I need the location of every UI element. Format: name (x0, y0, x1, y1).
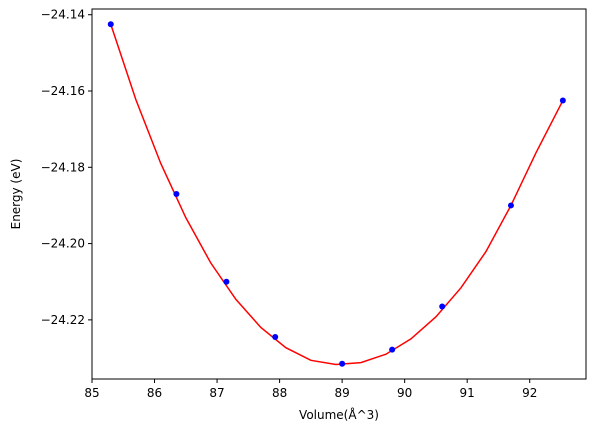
data-point (559, 97, 566, 104)
data-point (107, 21, 114, 28)
y-axis-label: Energy (eV) (9, 159, 23, 230)
x-axis-label: Volume(Å^3) (299, 407, 379, 422)
y-tick-label: −24.20 (41, 237, 85, 251)
x-tick-label: 88 (272, 386, 287, 400)
data-point (173, 191, 180, 197)
y-tick-label: −24.14 (41, 8, 85, 22)
x-tick-label: 89 (334, 386, 349, 400)
y-axis: −24.14 −24.16 −24.18 −24.20 −24.22 (41, 8, 92, 327)
x-tick-label: 87 (209, 386, 224, 400)
y-tick-label: −24.16 (41, 84, 85, 98)
data-point (223, 278, 230, 285)
data-point (439, 303, 446, 310)
data-point (507, 202, 514, 209)
fit-curve (110, 24, 564, 366)
x-tick-label: 86 (147, 386, 162, 400)
data-point (339, 360, 346, 367)
x-tick-label: 90 (397, 386, 412, 400)
x-axis: 85 86 87 88 89 90 91 92 (84, 379, 537, 400)
plot-frame (91, 8, 587, 380)
x-tick-label: 85 (84, 386, 99, 400)
y-tick-label: −24.18 (41, 160, 85, 174)
x-tick-label: 91 (460, 386, 475, 400)
data-point (272, 334, 279, 341)
plot-area (107, 21, 566, 367)
y-tick-label: −24.22 (41, 313, 85, 327)
data-point (389, 346, 396, 353)
x-tick-label: 92 (522, 386, 537, 400)
